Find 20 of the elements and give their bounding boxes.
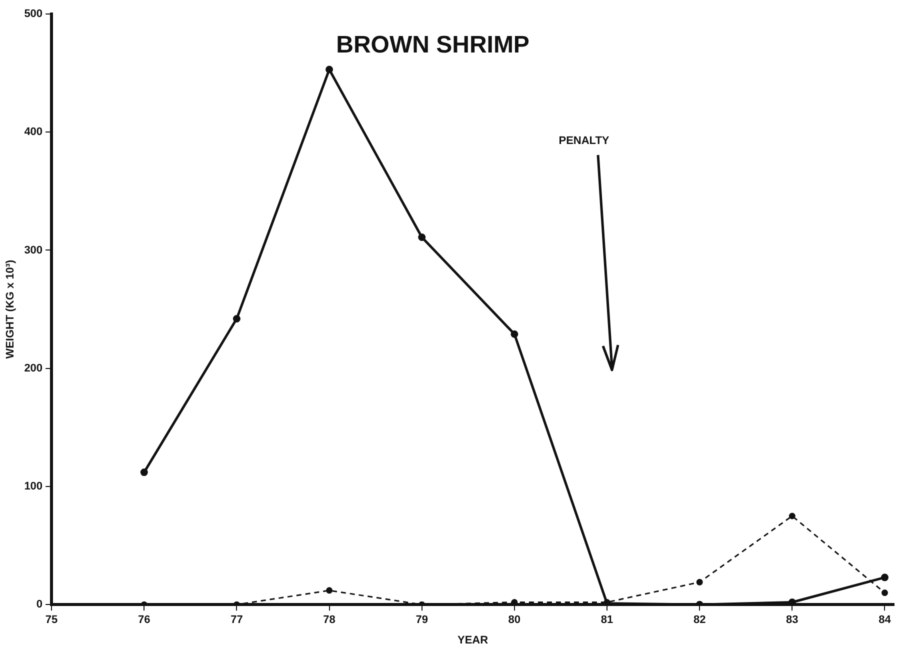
annotation: PENALTY <box>558 135 610 148</box>
y-tick-label: 500 <box>24 8 43 20</box>
y-tick-label: 200 <box>24 362 43 374</box>
x-tick-label: 77 <box>230 614 243 626</box>
y-tick-label: 400 <box>24 126 43 138</box>
text: BROWN SHRIMP <box>336 32 530 59</box>
y-tick-label: 0 <box>36 598 43 611</box>
y-tick-label: 300 <box>24 244 43 256</box>
y-tick-label: 100 <box>24 480 43 493</box>
x-tick-label: 83 <box>786 614 798 626</box>
x-tick-label: 84 <box>878 614 892 626</box>
x-tick-label: 76 <box>138 614 150 626</box>
x-axis-title: YEAR <box>457 634 488 646</box>
y-axis-title: WEIGHT (KG x 10³) <box>4 259 17 359</box>
x-tick-label: 81 <box>600 614 614 626</box>
x-tick-label: 80 <box>508 614 521 626</box>
x-tick-label: 78 <box>323 614 336 626</box>
x-tick-label: 79 <box>416 614 428 626</box>
x-tick-label: 82 <box>693 614 706 626</box>
x-tick-label: 75 <box>45 614 58 626</box>
